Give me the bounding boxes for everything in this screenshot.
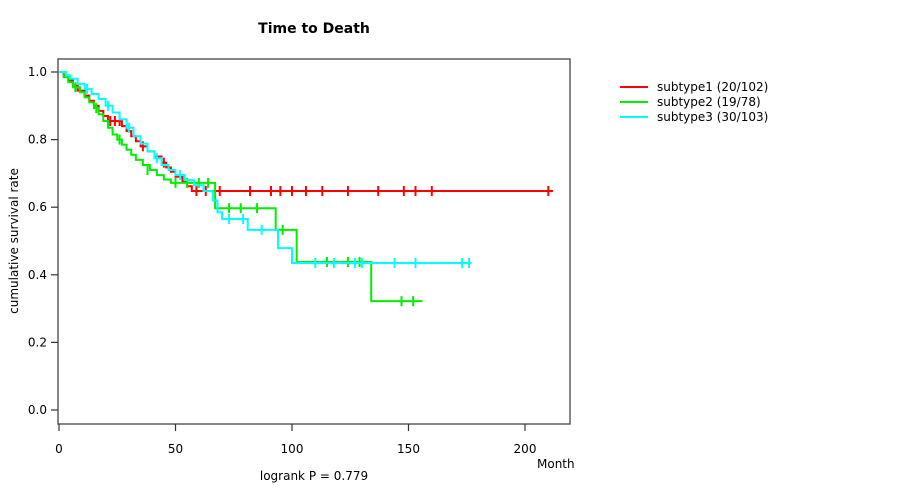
plot-box (57, 58, 571, 425)
x-tick-label: 0 (55, 442, 63, 456)
legend-item-subtype3: subtype3 (30/103) (620, 109, 768, 124)
x-tick-label: 50 (168, 442, 183, 456)
legend: subtype1 (20/102) subtype2 (19/78) subtype… (620, 79, 768, 124)
y-tick-label: 1.0 (28, 65, 47, 79)
legend-label-subtype3: subtype3 (30/103) (657, 109, 769, 124)
survival-curve-subtype3 (59, 71, 472, 264)
y-tick-label: 0.4 (28, 268, 47, 282)
x-tick-label: 150 (397, 442, 420, 456)
y-tick-label: 0.0 (28, 403, 47, 417)
legend-swatch-subtype3 (620, 115, 648, 118)
logrank-p-annotation: logrank P = 0.779 (259, 469, 369, 483)
chart-title: Time to Death (258, 21, 370, 37)
legend-label-subtype1: subtype1 (20/102) (657, 79, 769, 94)
survival-curve-subtype2 (59, 71, 423, 303)
y-tick-label: 0.8 (28, 133, 47, 147)
y-tick-label: 0.2 (28, 335, 47, 349)
legend-swatch-subtype2 (620, 100, 648, 103)
x-tick-label: 100 (281, 442, 304, 456)
legend-item-subtype1: subtype1 (20/102) (620, 79, 768, 94)
legend-swatch-subtype1 (620, 85, 648, 88)
x-axis-label: Month (537, 457, 575, 471)
y-tick-label: 0.6 (28, 200, 47, 214)
legend-item-subtype2: subtype2 (19/78) (620, 94, 768, 109)
x-tick-label: 200 (514, 442, 537, 456)
legend-label-subtype2: subtype2 (19/78) (657, 94, 761, 109)
